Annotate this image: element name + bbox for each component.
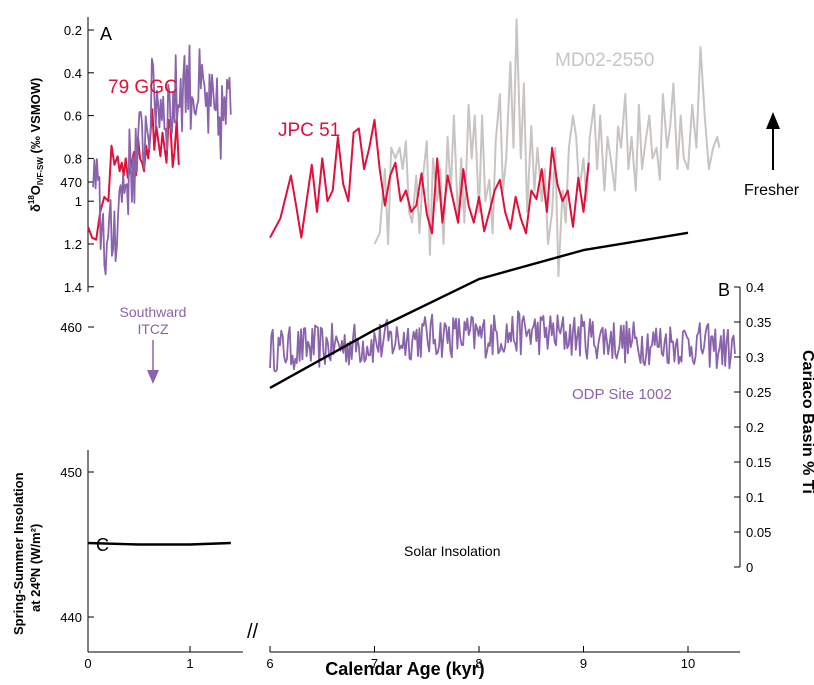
x-axis: 0 1 6 7 8 9 10 // Calendar Age (kyr) bbox=[84, 621, 740, 679]
panel-b-tick-label: 0.35 bbox=[746, 315, 771, 330]
panel-b-letter: B bbox=[718, 280, 730, 300]
panel-c-y-ticks: 440 450 460 470 bbox=[60, 175, 94, 625]
panel-b-y-ticks: 0 0.05 0.1 0.15 0.2 0.25 0.3 0.35 0.4 bbox=[734, 280, 771, 575]
panel-a-ylabel-rest: (‰ VSMOW) bbox=[28, 78, 43, 157]
panel-a-letter: A bbox=[100, 24, 112, 44]
series-label-79ggc: 79 GGC bbox=[108, 77, 178, 98]
series-label-solar-insolation: Solar Insolation bbox=[404, 543, 501, 559]
panel-b-tick-label: 0.15 bbox=[746, 455, 771, 470]
fresher-arrow-head bbox=[766, 112, 780, 129]
panel-a-tick-label: 1.4 bbox=[64, 280, 82, 295]
x-tick-label: 8 bbox=[475, 656, 482, 671]
series-solar-insolation-line bbox=[269, 231, 689, 389]
series-79ggc-line bbox=[87, 108, 180, 241]
panel-a-tick-label: 1 bbox=[75, 194, 82, 209]
panel-a-y-ticks: 0.2 0.4 0.6 0.8 1 1.2 1.4 bbox=[64, 23, 94, 295]
itcz-annotation-line2: ITCZ bbox=[137, 321, 169, 337]
panel-c-letter: C bbox=[96, 535, 109, 555]
x-tick-label: 9 bbox=[580, 656, 587, 671]
x-tick-label: 0 bbox=[84, 656, 91, 671]
panel-c-tick-label: 450 bbox=[60, 465, 82, 480]
series-layer bbox=[87, 18, 736, 546]
series-label-odp-site-1002: ODP Site 1002 bbox=[572, 386, 672, 403]
panel-b-tick-label: 0 bbox=[746, 560, 753, 575]
x-tick-label: 7 bbox=[371, 656, 378, 671]
series-solar-insolation-early-line bbox=[87, 541, 231, 546]
x-axis-label: Calendar Age (kyr) bbox=[325, 659, 484, 679]
panel-a-y-axis-label: δ18OIVF-SW (‰ VSMOW) bbox=[27, 78, 45, 212]
panel-a-ylabel-sup: 18 bbox=[27, 195, 36, 204]
panel-b-y-axis-label: Cariaco Basin % Ti bbox=[799, 350, 814, 494]
panel-c-y-axis-label-line2: at 24⁰N (W/m²) bbox=[28, 524, 43, 612]
panel-b-tick-label: 0.3 bbox=[746, 350, 764, 365]
series-jpc51-line bbox=[269, 118, 590, 239]
fresher-label: Fresher bbox=[744, 182, 800, 199]
panel-b-tick-label: 0.1 bbox=[746, 490, 764, 505]
series-label-jpc51: JPC 51 bbox=[278, 120, 340, 141]
series-odp-site-1002-line bbox=[269, 310, 736, 373]
panel-a-axis: 0.2 0.4 0.6 0.8 1 1.2 1.4 A δ18OIVF-SW (‰ VSMO… bbox=[27, 17, 112, 295]
panel-b-tick-label: 0.05 bbox=[746, 525, 771, 540]
series-md02-2550-line bbox=[373, 18, 721, 278]
x-ticks: 0 1 6 7 8 9 10 bbox=[84, 646, 695, 671]
x-axis-break-mark: // bbox=[247, 621, 259, 643]
panel-a-ylabel-o: O bbox=[28, 185, 43, 195]
panel-b-tick-label: 0.2 bbox=[746, 420, 764, 435]
panel-a-tick-label: 1.2 bbox=[64, 237, 82, 252]
panel-b-tick-label: 0.4 bbox=[746, 280, 764, 295]
itcz-arrow-head bbox=[147, 370, 159, 384]
x-tick-label: 6 bbox=[266, 656, 273, 671]
series-itcz-line bbox=[92, 44, 232, 276]
series-label-md02-2550: MD02-2550 bbox=[555, 50, 654, 71]
panel-a-tick-label: 0.6 bbox=[64, 109, 82, 124]
itcz-annotation-line1: Southward bbox=[120, 304, 187, 320]
panel-a-tick-label: 0.4 bbox=[64, 66, 82, 81]
panel-b-tick-label: 0.25 bbox=[746, 385, 771, 400]
panel-c-y-axis-label-line1: Spring-Summer Insolation bbox=[11, 472, 26, 635]
panel-b-axis: 0 0.05 0.1 0.15 0.2 0.25 0.3 0.35 0.4 B Cariaco … bbox=[718, 280, 814, 575]
x-tick-label: 10 bbox=[681, 656, 695, 671]
x-tick-label: 1 bbox=[186, 656, 193, 671]
panel-a-ylabel-sub: IVF-SW bbox=[36, 157, 45, 185]
panel-c-tick-label: 460 bbox=[60, 320, 82, 335]
panel-c-tick-label: 440 bbox=[60, 610, 82, 625]
panel-a-ylabel-delta: δ bbox=[28, 204, 43, 212]
panel-a-tick-label: 0.8 bbox=[64, 151, 82, 166]
panel-a-tick-label: 0.2 bbox=[64, 23, 82, 38]
panel-c-tick-label: 470 bbox=[60, 175, 82, 190]
